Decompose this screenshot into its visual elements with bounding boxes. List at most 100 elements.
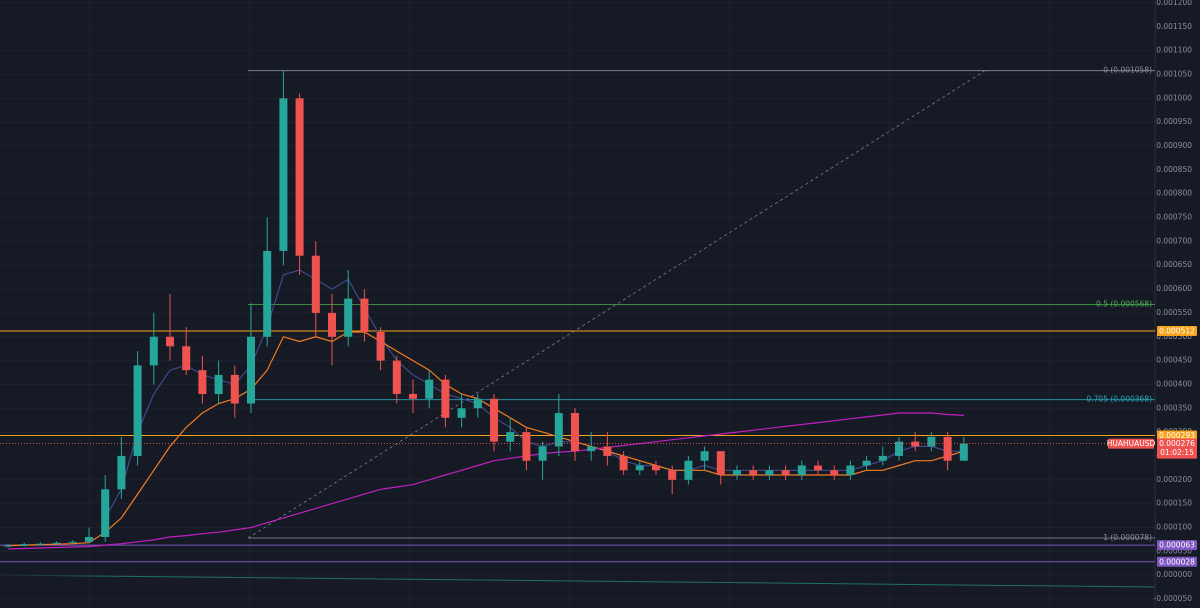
symbol-label: HUAHUAUSD bbox=[1107, 439, 1156, 448]
candle-body bbox=[814, 465, 822, 471]
candle-body bbox=[20, 544, 29, 546]
candle-body bbox=[328, 312, 336, 337]
candle-body bbox=[571, 413, 579, 452]
candle-body bbox=[441, 379, 450, 418]
y-tick-label: 0.000050 bbox=[1156, 546, 1192, 555]
candle-body bbox=[733, 470, 741, 476]
last-price-label: 0.000276 bbox=[1159, 439, 1195, 448]
y-tick-label: 0.000150 bbox=[1156, 499, 1192, 508]
candle-body bbox=[619, 455, 628, 471]
y-tick-label: 0.000850 bbox=[1156, 165, 1192, 174]
candle-body bbox=[311, 255, 320, 313]
candle-body bbox=[473, 398, 482, 409]
y-tick-label: 0.000600 bbox=[1156, 284, 1192, 293]
candle-body bbox=[506, 432, 515, 442]
y-tick-label: 0.000750 bbox=[1156, 213, 1192, 222]
candle-body bbox=[392, 360, 401, 394]
candle-body bbox=[360, 298, 369, 332]
y-tick-label: -0.000050 bbox=[1154, 594, 1193, 603]
candle-body bbox=[263, 250, 272, 337]
y-tick-label: 0.001000 bbox=[1156, 93, 1192, 102]
candle-body bbox=[490, 398, 498, 442]
y-tick-label: 0.000950 bbox=[1156, 117, 1192, 126]
candle-body bbox=[214, 374, 223, 394]
candle-body bbox=[749, 470, 758, 476]
candle-body bbox=[36, 543, 45, 545]
candle-body bbox=[149, 336, 158, 366]
candle-body bbox=[279, 98, 288, 251]
y-tick-label: 0.000100 bbox=[1156, 522, 1192, 531]
candle-body bbox=[133, 365, 142, 456]
candle-body bbox=[652, 465, 660, 471]
candle-body bbox=[603, 446, 612, 456]
candle-body bbox=[895, 441, 903, 456]
candle-body bbox=[376, 331, 385, 361]
candle-body bbox=[878, 455, 887, 461]
y-tick-label: 0.000800 bbox=[1156, 189, 1192, 198]
price-tag-label: 0.000063 bbox=[1159, 541, 1195, 550]
y-tick-label: 0.001150 bbox=[1156, 22, 1192, 31]
candle-body bbox=[862, 460, 871, 466]
price-tag bbox=[1157, 556, 1197, 567]
fib-label: 0.705 (0.000368) bbox=[1087, 395, 1153, 404]
candle-body bbox=[927, 436, 936, 447]
candle-body bbox=[797, 465, 806, 476]
candle-body bbox=[781, 470, 790, 476]
fib-label: 1 (0.000078) bbox=[1103, 533, 1152, 542]
candle-body bbox=[635, 465, 644, 471]
y-tick-label: 0.000700 bbox=[1156, 236, 1192, 245]
candle-body bbox=[846, 465, 855, 476]
y-tick-label: 0.000650 bbox=[1156, 260, 1192, 269]
candle-body bbox=[344, 298, 353, 337]
candle-body bbox=[117, 455, 126, 490]
candle-body bbox=[247, 336, 255, 404]
fib-label: 0.5 (0.000568) bbox=[1096, 299, 1152, 308]
candle-body bbox=[52, 542, 61, 544]
y-tick-label: 0.001200 bbox=[1156, 0, 1192, 7]
candle-body bbox=[68, 541, 77, 543]
price-tag bbox=[1157, 430, 1197, 441]
symbol-tag bbox=[1108, 438, 1154, 449]
candle-body bbox=[830, 470, 839, 476]
moving-average bbox=[7, 412, 964, 550]
y-tick-label: 0.000200 bbox=[1156, 475, 1192, 484]
candle-body bbox=[425, 379, 434, 399]
candle-body bbox=[85, 537, 93, 542]
trend-line bbox=[0, 574, 1156, 588]
candle-body bbox=[959, 443, 968, 461]
candle-body bbox=[587, 446, 596, 452]
candle-body bbox=[409, 393, 417, 399]
y-tick-label: 0.000350 bbox=[1156, 403, 1192, 412]
y-tick-label: 0.000550 bbox=[1156, 308, 1192, 317]
candle-body bbox=[700, 451, 709, 461]
y-tick-label: 0.001050 bbox=[1156, 70, 1192, 79]
fib-trend bbox=[247, 70, 986, 539]
candle-body bbox=[4, 545, 12, 547]
y-tick-label: 0.000900 bbox=[1156, 141, 1192, 150]
candle-body bbox=[230, 374, 239, 404]
candle-body bbox=[911, 441, 920, 447]
y-tick-label: 0.000450 bbox=[1156, 356, 1192, 365]
y-tick-label: 0.000000 bbox=[1156, 570, 1192, 579]
price-tag-label: 0.000293 bbox=[1159, 431, 1195, 440]
candle-body bbox=[684, 460, 693, 480]
countdown-label: 01:02:15 bbox=[1160, 448, 1194, 457]
price-tag-label: 0.000512 bbox=[1159, 327, 1195, 336]
candle-body bbox=[522, 432, 531, 461]
candle-body bbox=[457, 408, 466, 418]
fib-label: 0 (0.001058) bbox=[1103, 66, 1152, 75]
y-tick-label: 0.001100 bbox=[1156, 46, 1192, 55]
y-tick-label: 0.000400 bbox=[1156, 379, 1192, 388]
price-tag bbox=[1157, 326, 1197, 337]
candle-body bbox=[668, 470, 677, 480]
candle-body bbox=[198, 370, 207, 394]
candle-body bbox=[765, 470, 774, 476]
candle-body bbox=[166, 336, 174, 347]
candle-body bbox=[182, 346, 191, 371]
candle-body bbox=[716, 451, 725, 476]
candle-body bbox=[295, 98, 304, 256]
price-tag bbox=[1157, 540, 1197, 551]
candle-body bbox=[538, 446, 547, 461]
